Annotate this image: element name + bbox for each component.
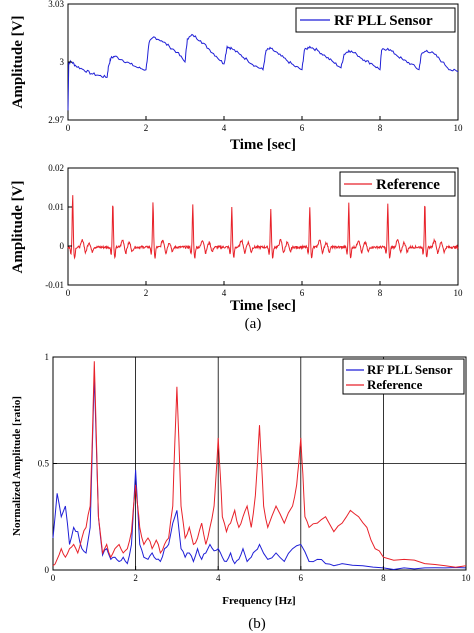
series-line-rf-pll-sensor	[67, 33, 459, 111]
x-tick-label: 8	[381, 573, 386, 583]
legend: RF PLL Sensor Reference	[342, 358, 465, 395]
x-tick-label: 6	[300, 288, 305, 298]
x-ticks: 0 2 4 6 8 10	[66, 281, 463, 298]
y-ticks: -0.01 0 0.01 0.02	[45, 163, 72, 290]
x-tick-label: 8	[378, 288, 383, 298]
y-tick-label: 3	[60, 57, 65, 67]
legend-label-sensor: RF PLL Sensor	[367, 362, 453, 377]
x-ticks: 0 2 4 6 8 10	[66, 116, 463, 133]
y-tick-label: 3.03	[48, 0, 64, 9]
series-layer	[67, 195, 459, 260]
x-tick-label: 0	[66, 288, 71, 298]
x-tick-label: 10	[454, 123, 464, 133]
x-axis-label: Frequency [Hz]	[222, 595, 295, 607]
legend-box	[342, 358, 465, 395]
y-axis-label: Normalized Amplitude [ratio]	[11, 396, 23, 536]
legend-label-reference: Reference	[367, 377, 423, 392]
y-tick-label: 1	[45, 352, 50, 362]
x-ticks: 0 2 4 6 8 10	[51, 566, 471, 583]
x-axis-label: Time [sec]	[230, 298, 296, 314]
y-tick-label: 0.01	[48, 202, 64, 212]
x-tick-label: 4	[216, 573, 221, 583]
y-tick-label: 0.5	[38, 459, 50, 469]
x-tick-label: 4	[222, 288, 227, 298]
x-tick-label: 0	[51, 573, 56, 583]
legend: Reference	[339, 171, 456, 197]
x-tick-label: 6	[300, 123, 305, 133]
x-tick-label: 6	[299, 573, 304, 583]
x-tick-label: 10	[454, 288, 464, 298]
caption-b: (b)	[248, 616, 266, 632]
y-tick-label: 0	[60, 241, 65, 251]
plot-spectrum: 0 2 4 6 8 10 00.51 Frequency [Hz] Normalized …	[11, 352, 471, 607]
series-line-reference	[67, 195, 459, 260]
y-tick-label: 2.97	[48, 115, 64, 125]
x-tick-label: 2	[144, 123, 149, 133]
x-tick-label: 2	[133, 573, 138, 583]
x-tick-label: 4	[222, 123, 227, 133]
y-ticks: 00.51	[38, 352, 57, 575]
x-tick-label: 0	[66, 123, 71, 133]
legend-label-sensor: RF PLL Sensor	[334, 13, 433, 29]
y-tick-label: 0.02	[48, 163, 64, 173]
x-tick-label: 10	[462, 573, 472, 583]
x-axis-label: Time [sec]	[230, 137, 296, 153]
series-layer	[52, 361, 467, 570]
y-axis-label: Amplitude [V]	[10, 181, 26, 274]
y-tick-label: -0.01	[45, 280, 64, 290]
series-layer	[67, 33, 459, 111]
y-axis-label: Amplitude [V]	[10, 16, 26, 109]
caption-a: (a)	[245, 316, 262, 332]
x-tick-label: 2	[144, 288, 149, 298]
plot-sensor-time: 0 2 4 6 8 10 2.97 3 3.03 Time [sec] Amplitude […	[10, 0, 463, 153]
y-tick-label: 0	[45, 565, 50, 575]
x-tick-label: 8	[378, 123, 383, 133]
legend: RF PLL Sensor	[295, 7, 456, 33]
y-ticks: 2.97 3 3.03	[48, 0, 72, 125]
series-line-reference	[52, 361, 467, 568]
legend-label-reference: Reference	[376, 177, 440, 193]
